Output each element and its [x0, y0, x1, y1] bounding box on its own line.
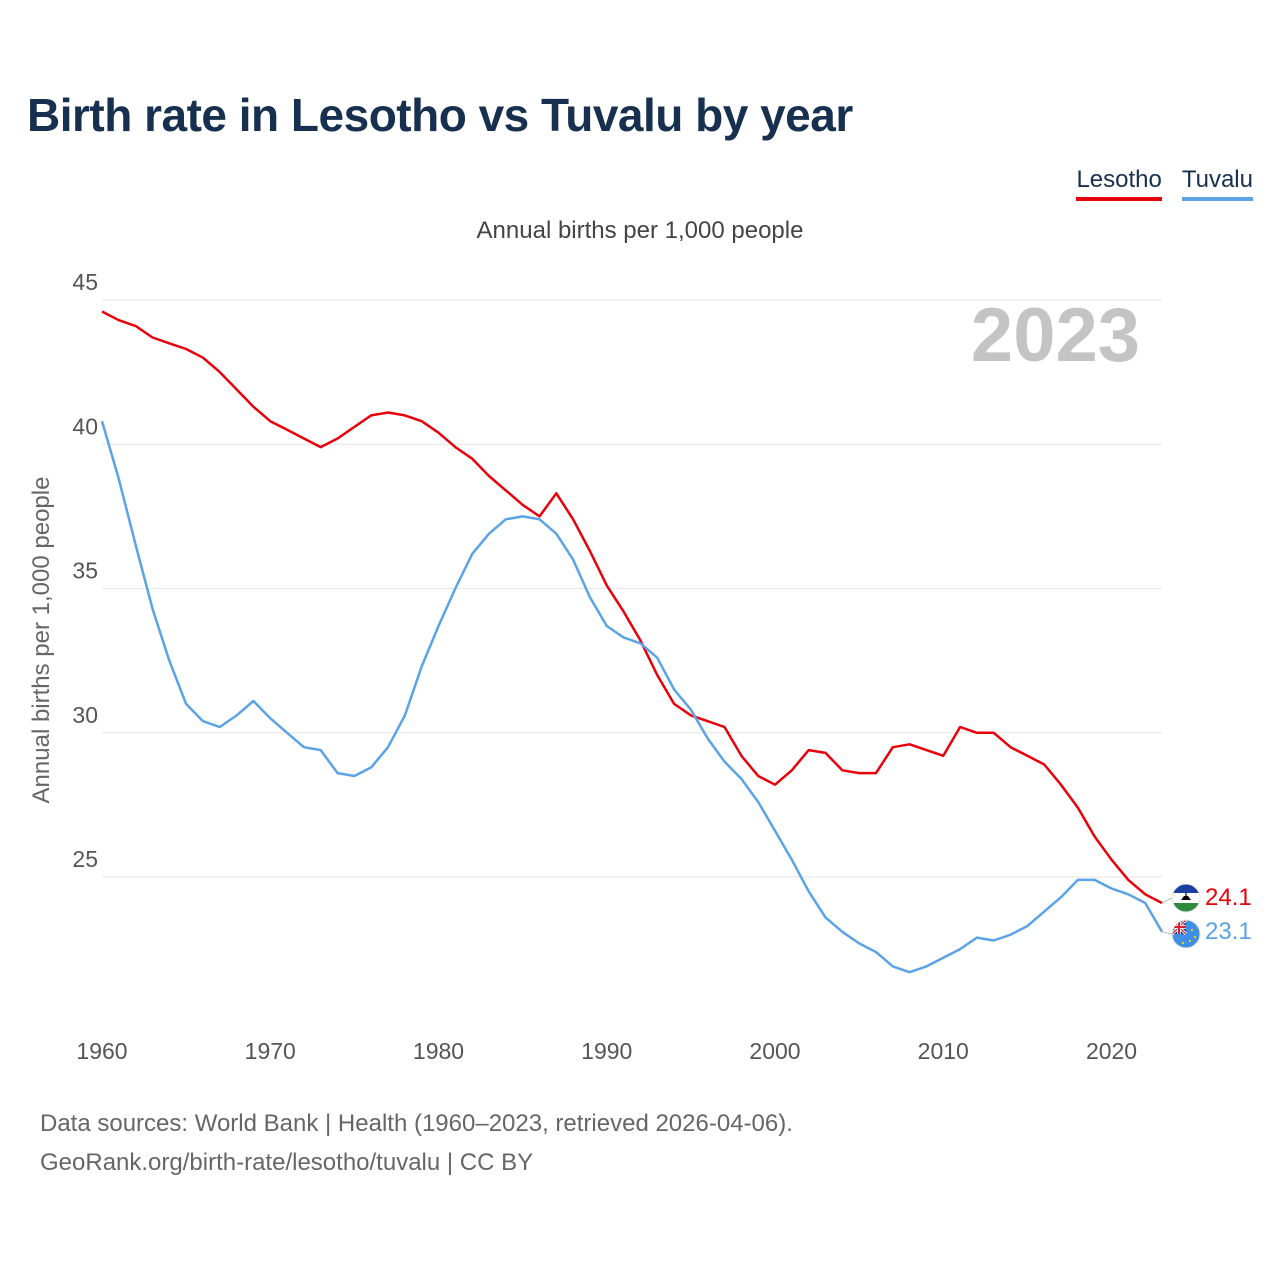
legend-item-lesotho[interactable]: Lesotho — [1076, 166, 1162, 201]
end-value-tuvalu: 23.1 — [1205, 918, 1252, 945]
x-tick-label: 1990 — [581, 1038, 632, 1064]
end-connector — [1161, 931, 1173, 935]
y-tick-label: 25 — [72, 846, 98, 872]
chart-title: Birth rate in Lesotho vs Tuvalu by year — [27, 89, 853, 141]
attribution-line: GeoRank.org/birth-rate/lesotho/tuvalu | … — [40, 1149, 534, 1176]
end-value-lesotho: 24.1 — [1205, 884, 1252, 911]
chart-subtitle: Annual births per 1,000 people — [476, 217, 804, 244]
y-tick-label: 45 — [72, 269, 98, 295]
x-tick-label: 1960 — [76, 1038, 127, 1064]
legend: Lesotho Tuvalu — [1076, 166, 1253, 201]
series-line-tuvalu — [100, 420, 1164, 974]
y-tick-label: 40 — [72, 413, 98, 439]
y-tick-label: 30 — [72, 702, 98, 728]
x-tick-label: 2000 — [749, 1038, 800, 1064]
x-tick-label: 2010 — [918, 1038, 969, 1064]
year-display: 2023 — [971, 293, 1140, 378]
x-tick-label: 1970 — [245, 1038, 296, 1064]
x-tick-label: 2020 — [1086, 1038, 1137, 1064]
legend-item-tuvalu[interactable]: Tuvalu — [1181, 166, 1253, 201]
series-line-lesotho — [101, 310, 1163, 905]
end-connector — [1161, 897, 1173, 904]
lesotho-flag-icon — [1171, 883, 1201, 913]
x-tick-label: 1980 — [413, 1038, 464, 1064]
source-footer: Data sources: World Bank | Health (1960–… — [40, 1104, 793, 1182]
source-line: Data sources: World Bank | Health (1960–… — [40, 1110, 793, 1137]
tuvalu-flag-icon — [1171, 919, 1201, 949]
y-tick-label: 35 — [72, 558, 98, 584]
